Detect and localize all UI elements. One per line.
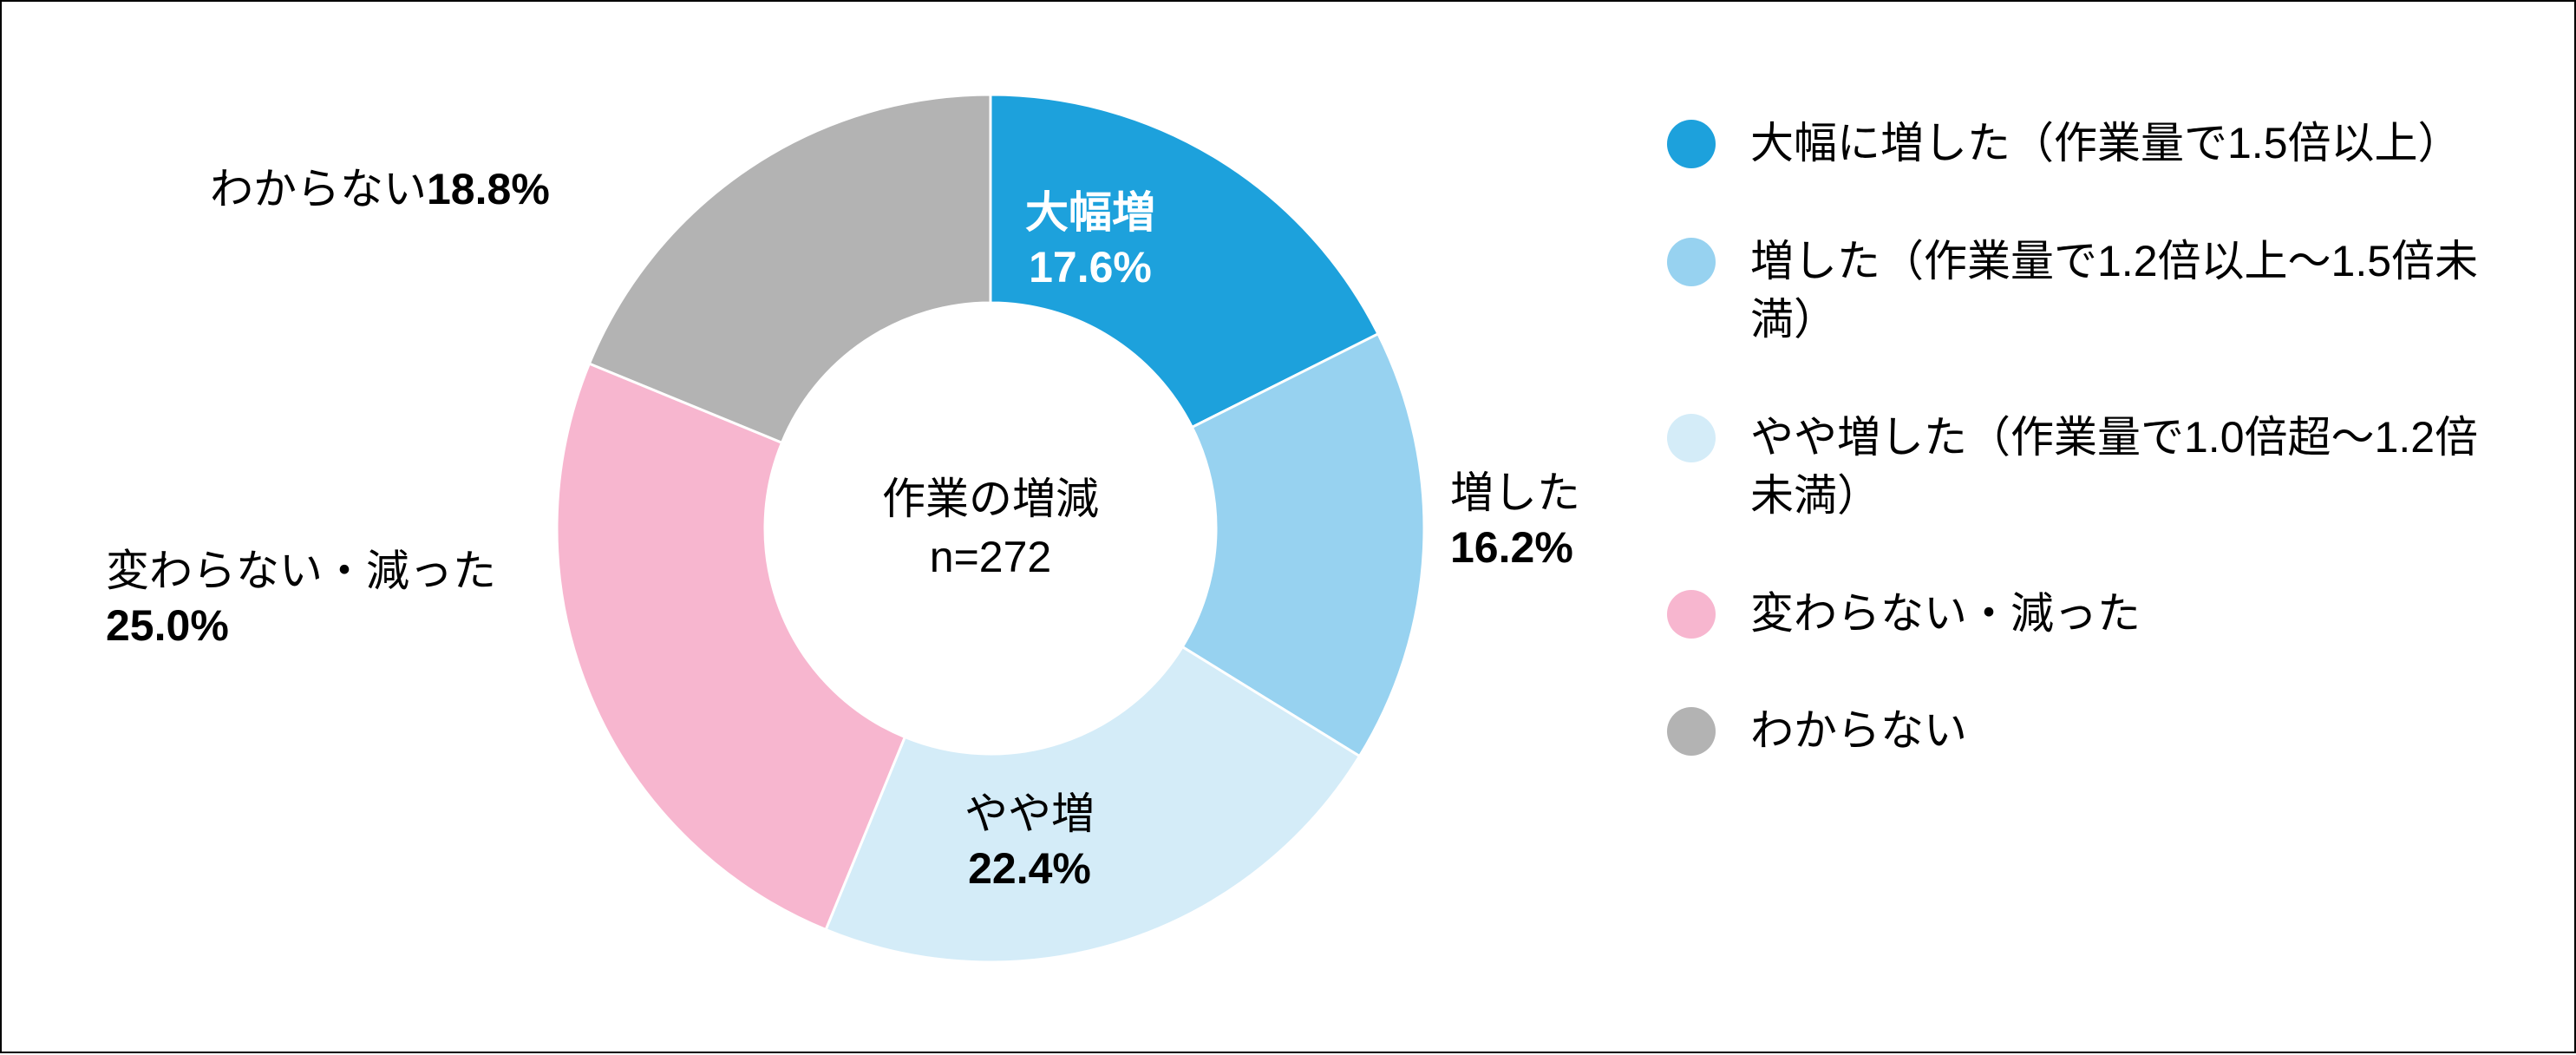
slice-label-percent: 18.8% [427, 165, 550, 213]
slice-label-text: やや増 [964, 790, 1095, 838]
legend-swatch [1667, 707, 1716, 756]
legend-item: わからない [1667, 702, 2517, 761]
legend-swatch [1667, 590, 1716, 639]
slice-label-text: 増した [1450, 469, 1580, 517]
slice-label-percent: 25.0% [106, 599, 496, 653]
slice-label-same-or-decrease: 変わらない・減った 25.0% [106, 544, 496, 652]
legend-swatch [1667, 414, 1716, 462]
legend-swatch [1667, 120, 1716, 168]
slice-label-dont-know: わからない18.8% [210, 162, 550, 217]
legend-swatch [1667, 238, 1716, 286]
legend-item: 増した（作業量で1.2倍以上〜1.5倍未満） [1667, 233, 2517, 350]
legend-text: 増した（作業量で1.2倍以上〜1.5倍未満） [1750, 233, 2496, 350]
donut-slice-same_or_decrease [557, 364, 905, 929]
legend-item: 大幅に増した（作業量で1.5倍以上） [1667, 115, 2517, 174]
legend-text: やや増した（作業量で1.0倍超〜1.2倍未満） [1750, 409, 2496, 526]
legend-item: 変わらない・減った [1667, 585, 2517, 644]
slice-label-slight-increase: やや増 22.4% [964, 787, 1095, 895]
legend-text: 変わらない・減った [1750, 585, 2141, 644]
legend-text: わからない [1750, 702, 1967, 761]
legend-item: やや増した（作業量で1.0倍超〜1.2倍未満） [1667, 409, 2517, 526]
slice-label-text: わからない [210, 165, 427, 213]
legend: 大幅に増した（作業量で1.5倍以上） 増した（作業量で1.2倍以上〜1.5倍未満… [1667, 115, 2517, 820]
slice-label-percent: 17.6% [1025, 240, 1155, 295]
slice-label-large-increase: 大幅増 17.6% [1025, 186, 1155, 294]
slice-label-text: 変わらない・減った [106, 547, 496, 595]
slice-label-percent: 22.4% [964, 842, 1095, 896]
chart-frame: 作業の増減 n=272 大幅増 17.6% 増した 16.2% やや増 22.4… [0, 0, 2576, 1053]
slice-label-percent: 16.2% [1450, 521, 1580, 575]
donut-chart-area: 作業の増減 n=272 大幅増 17.6% 増した 16.2% やや増 22.4… [2, 2, 1546, 1055]
slice-label-text: 大幅増 [1025, 188, 1155, 237]
legend-text: 大幅に増した（作業量で1.5倍以上） [1750, 115, 2462, 174]
slice-label-increase: 増した 16.2% [1450, 466, 1580, 574]
